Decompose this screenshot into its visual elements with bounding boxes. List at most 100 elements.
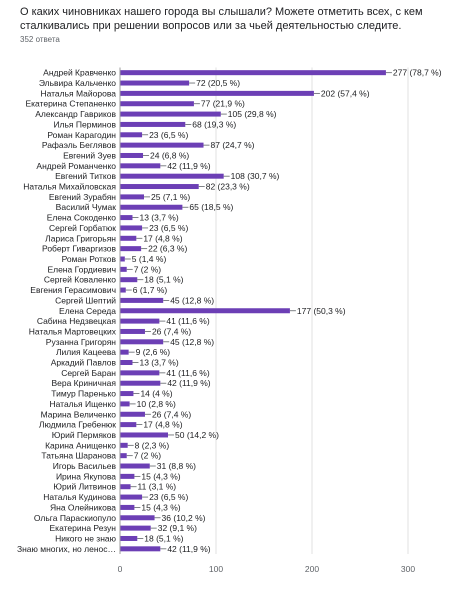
- category-label: Евгения Герасимович: [30, 285, 116, 295]
- tick-label: 100: [209, 564, 223, 574]
- bar: [120, 401, 130, 407]
- bar: [120, 360, 133, 366]
- data-label: 24 (6,8 %): [150, 150, 189, 160]
- category-label: Евгений Зуев: [63, 150, 116, 160]
- bar: [120, 266, 127, 272]
- data-label: 7 (2 %): [134, 451, 162, 461]
- category-label: Тимур Паренько: [51, 389, 116, 399]
- category-label: Екатерина Степаненко: [25, 99, 116, 109]
- data-label: 14 (4 %): [140, 389, 172, 399]
- bar: [120, 453, 127, 459]
- data-label: 6 (1,7 %): [133, 285, 168, 295]
- bar: [120, 184, 199, 190]
- category-label: Василий Чумак: [56, 202, 117, 212]
- bar: [120, 111, 221, 117]
- bar: [120, 101, 194, 107]
- bar: [120, 287, 126, 293]
- category-label: Елена Гордиевич: [47, 264, 116, 274]
- data-label: 32 (9,1 %): [158, 523, 197, 533]
- bar: [120, 349, 129, 355]
- data-label: 42 (11,9 %): [167, 544, 210, 554]
- data-label: 17 (4,8 %): [143, 233, 182, 243]
- bar: [120, 494, 143, 500]
- data-label: 36 (10,2 %): [162, 513, 206, 523]
- category-label: Евгений Титков: [55, 171, 116, 181]
- category-label: Знаю многих, но леноc…: [17, 544, 116, 554]
- bar: [120, 277, 138, 283]
- tick-label: 200: [305, 564, 319, 574]
- data-label: 45 (12,8 %): [170, 337, 214, 347]
- data-label: 23 (6,5 %): [149, 492, 188, 502]
- bar: [120, 318, 160, 324]
- bar: [120, 422, 137, 428]
- data-label: 68 (19,3 %): [192, 119, 236, 129]
- bar: [120, 339, 164, 345]
- data-label: 9 (2,6 %): [136, 347, 171, 357]
- category-label: Сергей Горбатюк: [49, 223, 116, 233]
- bar: [120, 525, 151, 531]
- data-label: 18 (5,1 %): [144, 275, 183, 285]
- bar: [120, 546, 161, 552]
- bar: [120, 308, 290, 314]
- category-label: Ольга Параскиопуло: [34, 513, 116, 523]
- data-label: 25 (7,1 %): [151, 192, 190, 202]
- bar: [120, 194, 144, 200]
- bar: [120, 163, 161, 169]
- bar: [120, 380, 161, 386]
- category-label: Илья Перминов: [53, 119, 116, 129]
- bar: [120, 328, 145, 334]
- bar: [120, 411, 145, 417]
- data-label: 13 (3,7 %): [139, 358, 178, 368]
- category-label: Евгений Зурабян: [49, 192, 116, 202]
- category-label: Татьяна Шаранова: [41, 451, 116, 461]
- data-label: 7 (2 %): [134, 264, 162, 274]
- data-label: 50 (14,2 %): [175, 430, 219, 440]
- bar: [120, 515, 155, 521]
- category-label: Сергей Коваленко: [44, 275, 116, 285]
- data-label: 22 (6,3 %): [148, 244, 187, 254]
- bar: [120, 246, 142, 252]
- bar: [120, 235, 137, 241]
- category-label: Вера Криничная: [51, 378, 116, 388]
- data-label: 23 (6,5 %): [149, 130, 188, 140]
- bar: [120, 391, 134, 397]
- bar: [120, 370, 160, 376]
- category-label: Яна Олейникова: [50, 502, 116, 512]
- data-label: 15 (4,3 %): [141, 502, 180, 512]
- bar: [120, 473, 135, 479]
- tick-label: 0: [118, 564, 123, 574]
- bar: [120, 535, 138, 541]
- data-label: 31 (8,8 %): [157, 461, 196, 471]
- data-label: 105 (29,8 %): [228, 109, 277, 119]
- category-label: Лилия Кацеева: [56, 347, 116, 357]
- category-label: Людмила Гребенюк: [39, 420, 116, 430]
- bar: [120, 432, 168, 438]
- bar: [120, 80, 190, 86]
- data-label: 10 (2,8 %): [137, 399, 176, 409]
- response-count: 352 ответа: [20, 35, 60, 44]
- data-label: 26 (7,4 %): [152, 326, 191, 336]
- data-label: 202 (57,4 %): [321, 88, 370, 98]
- category-label: Наталья Ищенко: [49, 399, 116, 409]
- bar: [120, 297, 164, 303]
- data-label: 77 (21,9 %): [201, 99, 245, 109]
- data-label: 18 (5,1 %): [144, 533, 183, 543]
- category-label: Наталья Михайловская: [23, 182, 116, 192]
- data-label: 65 (18,5 %): [189, 202, 233, 212]
- category-label: Роберт Гиваргизов: [42, 244, 116, 254]
- question-title: О каких чиновниках нашего города вы слыш…: [20, 6, 423, 32]
- bar: [120, 225, 143, 231]
- category-label: Аркадий Павлов: [51, 358, 117, 368]
- data-label: 87 (24,7 %): [211, 140, 255, 150]
- data-label: 42 (11,9 %): [167, 161, 210, 171]
- data-label: 41 (11,6 %): [166, 316, 209, 326]
- category-label: Лариса Григорьян: [45, 233, 116, 243]
- bar: [120, 173, 224, 179]
- category-label: Андрей Кравченко: [43, 68, 116, 78]
- category-label: Юрий Пермяков: [52, 430, 117, 440]
- bar: [120, 152, 144, 158]
- bar: [120, 256, 125, 262]
- bar: [120, 504, 135, 510]
- data-label: 5 (1,4 %): [132, 254, 167, 264]
